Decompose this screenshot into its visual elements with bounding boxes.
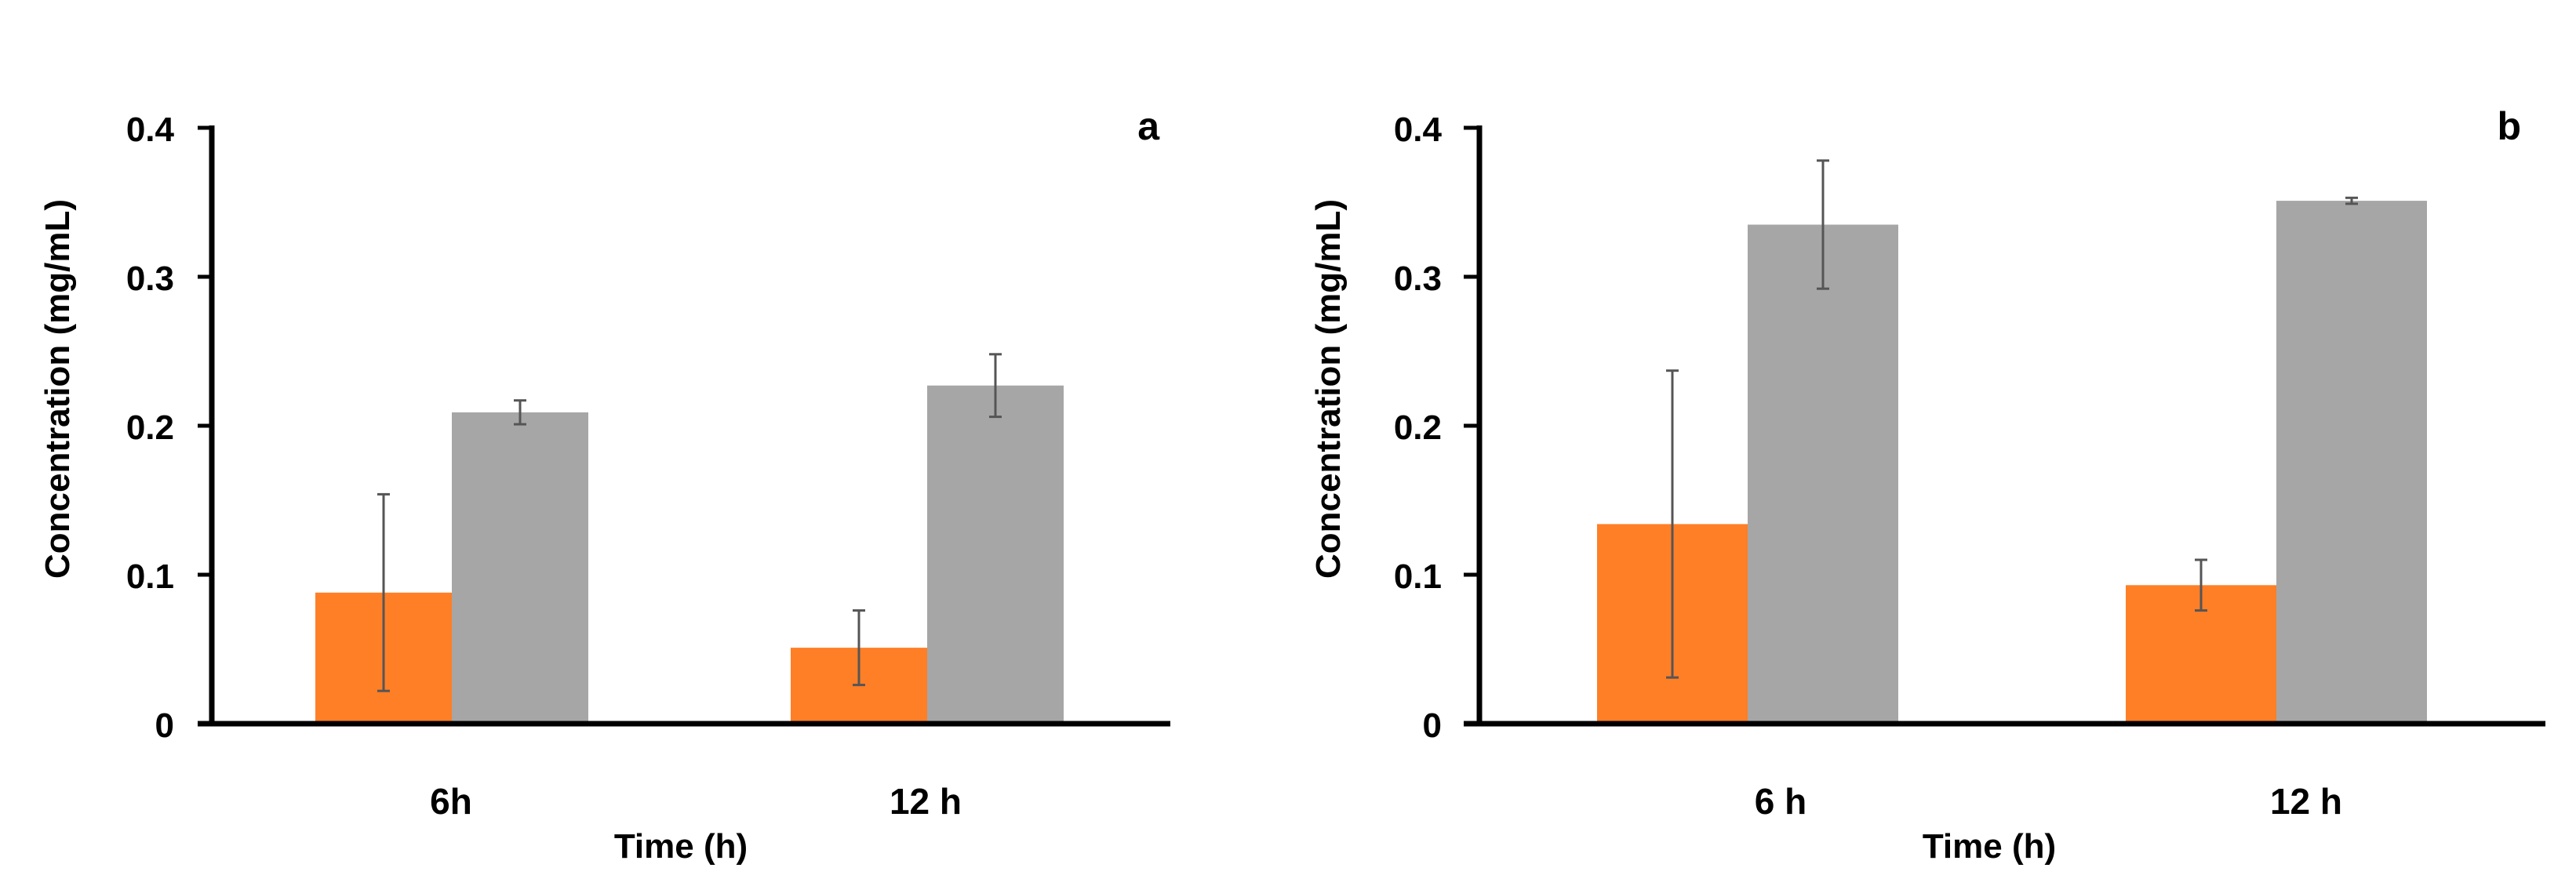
panel-a-y-tick-label: 0.3 — [126, 260, 174, 298]
panel-b-y-axis-title: Concentration (mg/mL) — [1309, 199, 1348, 579]
panel-a-x-category-label: 12 h — [890, 781, 962, 822]
panel-a-y-tick-label: 0.2 — [126, 409, 174, 447]
panel-a-y-tick-label: 0.1 — [126, 557, 174, 596]
panel-b-x-category-label: 6 h — [1755, 781, 1806, 822]
panel-a-x-category-label: 6h — [430, 781, 472, 822]
panel-b-y-tick-label: 0.2 — [1394, 409, 1442, 447]
panel-a-bar-series-2 — [452, 412, 588, 724]
panel-b-y-tick-label: 0.3 — [1394, 260, 1442, 298]
panel-a-y-tick-label: 0 — [155, 706, 174, 745]
panel-a-y-tick-label: 0.4 — [126, 111, 175, 149]
panel-b-x-axis-title: Time (h) — [1923, 827, 2056, 866]
chart-panel-b: b Concentration (mg/mL) 0.4 0.3 0.2 0.1 … — [1309, 104, 2545, 866]
panel-b-bar-series-2 — [1748, 224, 1898, 724]
panel-b-y-tick-label: 0.1 — [1394, 557, 1442, 596]
panel-b-x-category-label: 12 h — [2270, 781, 2342, 822]
panel-a-bar-series-2 — [927, 385, 1064, 724]
panel-b-label: b — [2497, 104, 2521, 148]
panel-b-y-tick-label: 0 — [1423, 706, 1442, 745]
panel-a-plot-area — [315, 353, 1064, 724]
panel-b-plot-area — [1597, 159, 2427, 724]
panel-a-x-axis-title: Time (h) — [614, 827, 748, 866]
panel-b-bar-series-2 — [2276, 201, 2427, 724]
panel-a-y-axis-title: Concentration (mg/mL) — [38, 199, 77, 579]
chart-panel-a: a Concentration (mg/mL) 0.4 0.3 0.2 0.1 … — [38, 104, 1170, 866]
panel-a-label: a — [1137, 104, 1160, 148]
panel-b-y-tick-label: 0.4 — [1394, 111, 1443, 149]
